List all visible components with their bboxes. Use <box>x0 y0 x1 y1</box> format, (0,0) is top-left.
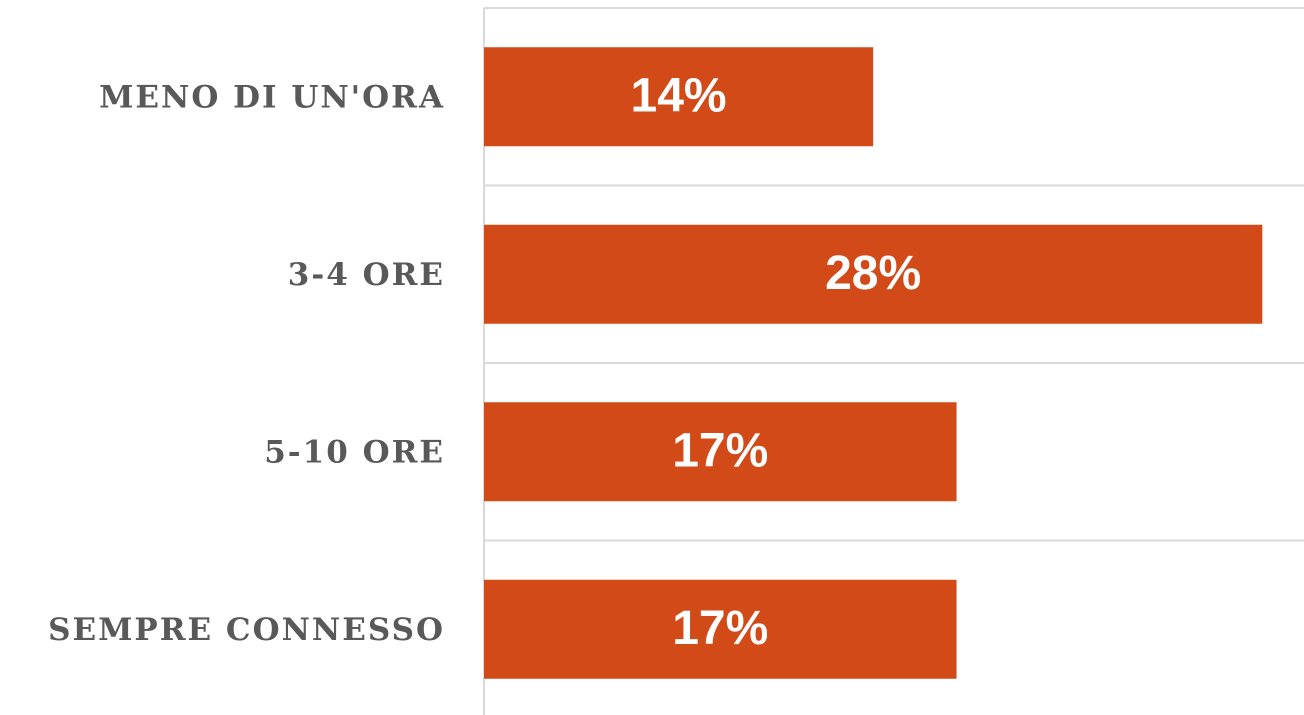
y-tick-label: 3-4 ORE <box>288 257 445 293</box>
bar <box>484 579 957 679</box>
y-tick-label: MENO DI UN'ORA <box>99 79 445 115</box>
y-tick-label: 5-10 ORE <box>264 434 445 470</box>
value-label: 17% <box>672 424 768 477</box>
bar <box>484 402 957 502</box>
value-label: 28% <box>825 247 921 300</box>
bar <box>484 224 1263 324</box>
y-tick-label: SEMPRE CONNESSO <box>48 612 445 648</box>
value-label: 17% <box>672 602 768 655</box>
value-label: 14% <box>631 69 727 122</box>
bar <box>484 47 874 147</box>
